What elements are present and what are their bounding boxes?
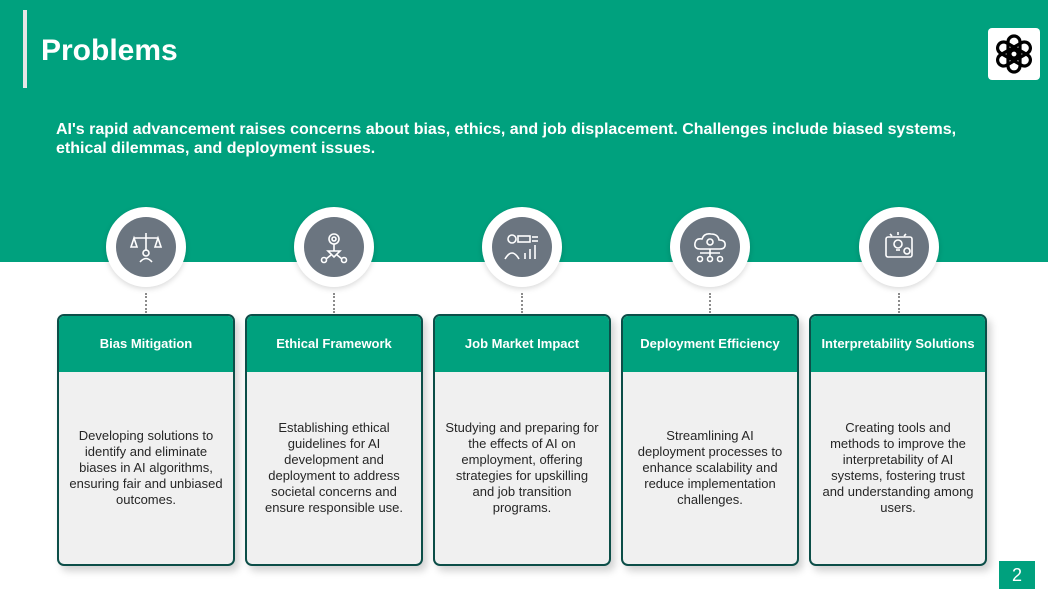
- deployment-icon-circle: [670, 207, 750, 287]
- card-text: Creating tools and methods to improve th…: [811, 372, 985, 564]
- card-interpretability-solutions: Interpretability Solutions Creating tool…: [809, 314, 987, 566]
- cloud-network-icon: [694, 233, 726, 263]
- card-title: Bias Mitigation: [59, 316, 233, 372]
- card-ethical-framework: Ethical Framework Establishing ethical g…: [245, 314, 423, 566]
- connector-dots: [145, 293, 149, 313]
- interpretability-icon-circle: [859, 207, 939, 287]
- card-title: Interpretability Solutions: [811, 316, 985, 372]
- card-text: Studying and preparing for the effects o…: [435, 372, 609, 564]
- gear-network-icon: [320, 233, 348, 264]
- title-accent-bar: [23, 10, 27, 88]
- connector-dots: [521, 293, 525, 313]
- card-deployment-efficiency: Deployment Efficiency Streamlining AI de…: [621, 314, 799, 566]
- slide-subtitle: AI's rapid advancement raises concerns a…: [56, 121, 957, 157]
- card-title: Job Market Impact: [435, 316, 609, 372]
- page-number: 2: [999, 561, 1035, 589]
- connector-dots: [709, 293, 713, 313]
- card-bias-mitigation: Bias Mitigation Developing solutions to …: [57, 314, 235, 566]
- worker-chart-icon: [504, 234, 538, 260]
- card-title: Ethical Framework: [247, 316, 421, 372]
- lightbulb-gear-icon: [885, 232, 913, 258]
- balance-scale-icon: [129, 233, 163, 263]
- connector-dots: [898, 293, 902, 313]
- card-text: Establishing ethical guidelines for AI d…: [247, 372, 421, 564]
- card-title: Deployment Efficiency: [623, 316, 797, 372]
- card-text: Developing solutions to identify and eli…: [59, 372, 233, 564]
- card-job-market-impact: Job Market Impact Studying and preparing…: [433, 314, 611, 566]
- connector-dots: [333, 293, 337, 313]
- bias-icon-circle: [106, 207, 186, 287]
- job-icon-circle: [482, 207, 562, 287]
- slide-title: Problems: [41, 34, 178, 67]
- card-text: Streamlining AI deployment processes to …: [623, 372, 797, 564]
- openai-logo-icon: [988, 28, 1040, 80]
- ethics-icon-circle: [294, 207, 374, 287]
